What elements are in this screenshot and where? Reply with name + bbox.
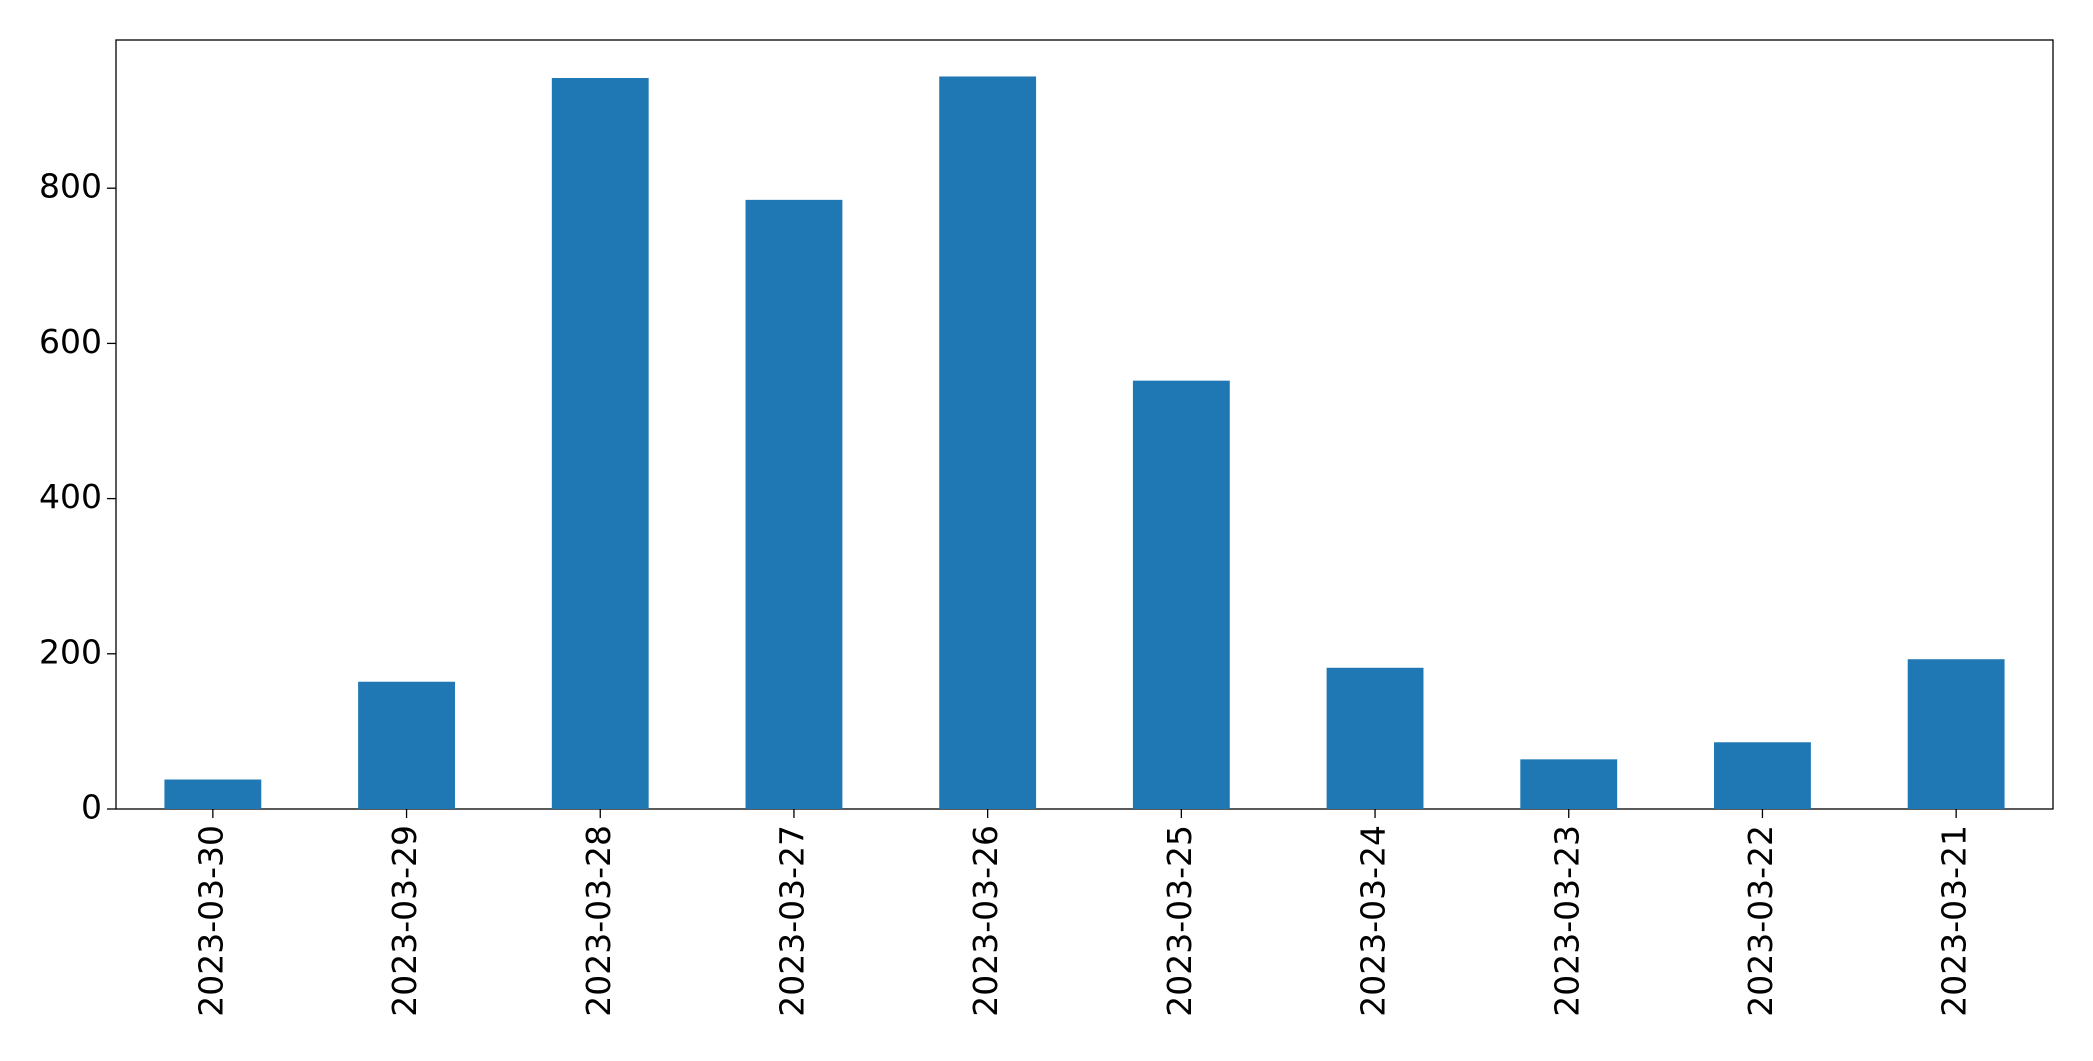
x-tick-label: 2023-03-26: [966, 825, 1005, 1017]
bar: [1326, 667, 1424, 809]
x-tick-label: 2023-03-28: [579, 825, 618, 1017]
x-tick-label: 2023-03-25: [1160, 825, 1199, 1017]
x-tick-label: 2023-03-27: [772, 825, 811, 1017]
y-tick-label: 400: [39, 477, 102, 516]
bar: [1132, 380, 1230, 809]
y-tick-label: 600: [39, 322, 102, 361]
axes-frame: [115, 39, 2054, 810]
x-tick-label: 2023-03-22: [1741, 825, 1780, 1017]
x-tick-label: 2023-03-21: [1935, 825, 1974, 1017]
bar: [551, 78, 649, 810]
bar: [745, 199, 843, 810]
y-tick-label: 200: [39, 632, 102, 671]
bar: [1907, 659, 2005, 809]
bar: [1714, 742, 1811, 809]
bar: [164, 779, 262, 809]
x-tick-label: 2023-03-30: [191, 825, 230, 1017]
y-tick-label: 800: [39, 167, 102, 206]
x-tick-label: 2023-03-23: [1547, 825, 1586, 1017]
bar: [939, 76, 1037, 809]
x-tick-label: 2023-03-24: [1354, 825, 1393, 1017]
y-tick-label: 0: [81, 788, 102, 827]
x-tick-label: 2023-03-29: [385, 825, 424, 1017]
bar: [1520, 759, 1618, 809]
bar: [358, 681, 455, 809]
